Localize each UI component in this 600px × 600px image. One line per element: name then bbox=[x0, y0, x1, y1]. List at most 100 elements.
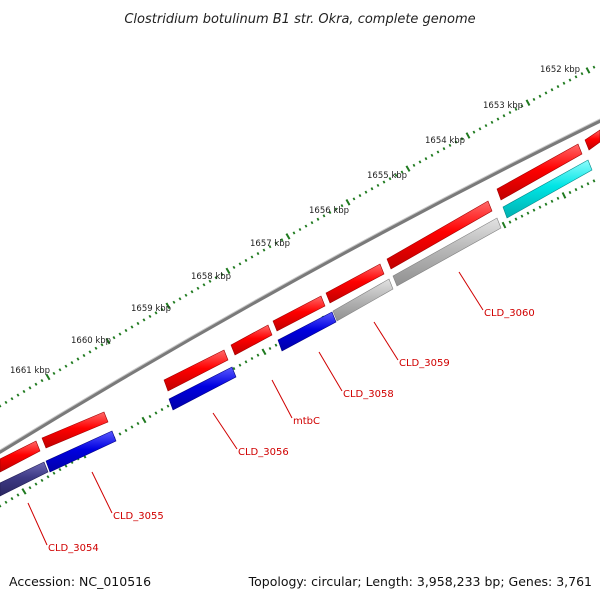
ruler-minor-tick bbox=[112, 336, 116, 340]
ruler-minor-tick bbox=[148, 414, 152, 419]
ruler-major-tick bbox=[45, 373, 51, 381]
ruler-minor-tick bbox=[16, 393, 20, 397]
ruler-minor-tick bbox=[166, 404, 170, 408]
leader-cld-3056 bbox=[212, 412, 238, 450]
ruler-minor-tick bbox=[340, 204, 344, 208]
cds-track bbox=[0, 129, 600, 473]
ruler-minor-tick bbox=[28, 386, 32, 390]
ruler-minor-tick bbox=[436, 150, 440, 154]
ruler-minor-tick bbox=[40, 478, 44, 482]
ruler-minor-tick bbox=[0, 504, 2, 508]
ruler-minor-tick bbox=[568, 78, 572, 82]
ruler-minor-tick bbox=[202, 283, 206, 287]
ruler-minor-tick bbox=[556, 84, 560, 89]
genome-backbone bbox=[0, 119, 600, 454]
ruler-minor-tick bbox=[358, 193, 362, 198]
ruler-major-tick bbox=[525, 99, 531, 106]
ruler-minor-tick bbox=[64, 464, 68, 468]
cds-feature bbox=[584, 129, 600, 151]
ruler-minor-tick bbox=[472, 130, 476, 134]
ruler-minor-tick bbox=[256, 353, 260, 357]
leader-cld-3060 bbox=[458, 271, 484, 311]
cds-feature bbox=[163, 349, 229, 392]
ruler-minor-tick bbox=[0, 404, 2, 408]
gene-label-cld-3054: CLD_3054 bbox=[48, 543, 99, 554]
ruler-minor-tick bbox=[70, 361, 74, 365]
ruler-minor-tick bbox=[250, 356, 254, 361]
ruler-minor-tick bbox=[442, 147, 446, 151]
ruler-minor-tick bbox=[454, 140, 458, 144]
ruler-minor-tick bbox=[58, 468, 62, 472]
ruler-major-tick bbox=[105, 337, 111, 345]
gene-label-cld-3055: CLD_3055 bbox=[113, 511, 164, 522]
ruler-minor-tick bbox=[430, 153, 434, 157]
ruler-major-tick bbox=[501, 221, 507, 229]
ruler-minor-tick bbox=[124, 328, 128, 333]
ruler-minor-tick bbox=[412, 163, 416, 167]
ruler-minor-tick bbox=[190, 290, 194, 294]
cds-feature bbox=[272, 295, 326, 332]
ruler-minor-tick bbox=[232, 265, 236, 269]
ruler-minor-tick bbox=[388, 177, 392, 181]
ruler-minor-tick bbox=[52, 471, 56, 475]
gene-label-cld-3060: CLD_3060 bbox=[484, 308, 535, 319]
ruler-minor-tick bbox=[118, 432, 122, 436]
cds-feature bbox=[230, 324, 273, 356]
ruler-minor-tick bbox=[520, 104, 524, 108]
ruler-minor-tick bbox=[544, 91, 548, 95]
leader-cld-3059 bbox=[373, 321, 399, 361]
ruler-label-1653: 1653 kbp bbox=[483, 101, 523, 111]
ruler-minor-tick bbox=[280, 238, 284, 242]
ruler-minor-tick bbox=[478, 127, 482, 131]
gene-track bbox=[0, 159, 593, 497]
ruler-minor-tick bbox=[160, 407, 164, 412]
ruler-minor-tick bbox=[580, 185, 584, 189]
ruler-minor-tick bbox=[562, 81, 566, 85]
ruler-minor-tick bbox=[238, 262, 242, 266]
ruler-minor-tick bbox=[130, 325, 134, 329]
cds-feature bbox=[386, 200, 493, 270]
outer-ruler bbox=[0, 65, 596, 408]
ruler-minor-tick bbox=[232, 366, 236, 371]
ruler-minor-tick bbox=[592, 179, 596, 183]
ruler-minor-tick bbox=[184, 293, 188, 297]
ruler-major-tick bbox=[225, 267, 231, 275]
gene-label-cld-3059: CLD_3059 bbox=[399, 358, 450, 369]
gene-feature-cld-3058 bbox=[277, 311, 337, 352]
ruler-minor-tick bbox=[154, 411, 158, 415]
ruler-major-tick bbox=[345, 199, 351, 206]
ruler-minor-tick bbox=[16, 493, 20, 497]
ruler-minor-tick bbox=[46, 475, 50, 479]
ruler-minor-tick bbox=[256, 251, 260, 256]
gene-feature-cld-3055 bbox=[45, 430, 117, 473]
ruler-minor-tick bbox=[448, 143, 452, 147]
ruler-minor-tick bbox=[574, 187, 578, 192]
ruler-minor-tick bbox=[586, 182, 590, 186]
ruler-minor-tick bbox=[34, 482, 38, 486]
cds-feature bbox=[0, 440, 41, 473]
ruler-minor-tick bbox=[238, 363, 242, 367]
ruler-minor-tick bbox=[244, 258, 248, 263]
ruler-minor-tick bbox=[220, 272, 224, 276]
ruler-major-tick bbox=[405, 165, 411, 172]
ruler-minor-tick bbox=[94, 346, 98, 350]
ruler-minor-tick bbox=[178, 297, 182, 301]
ruler-minor-tick bbox=[508, 110, 512, 115]
map-title: Clostridium botulinum B1 str. Okra, comp… bbox=[124, 12, 475, 27]
ruler-minor-tick bbox=[4, 500, 8, 504]
ruler-minor-tick bbox=[148, 314, 152, 318]
ruler-minor-tick bbox=[514, 217, 518, 221]
gene-label-leaders bbox=[27, 271, 484, 546]
ruler-minor-tick bbox=[160, 307, 164, 311]
ruler-minor-tick bbox=[550, 88, 554, 92]
ruler-minor-tick bbox=[496, 117, 500, 121]
ruler-minor-tick bbox=[28, 486, 32, 490]
ruler-label-1656: 1656 kbp bbox=[309, 206, 349, 216]
ruler-minor-tick bbox=[274, 241, 278, 245]
ruler-minor-tick bbox=[100, 343, 104, 347]
ruler-major-tick bbox=[561, 192, 567, 199]
ruler-minor-tick bbox=[130, 425, 134, 429]
cds-feature bbox=[41, 411, 109, 449]
